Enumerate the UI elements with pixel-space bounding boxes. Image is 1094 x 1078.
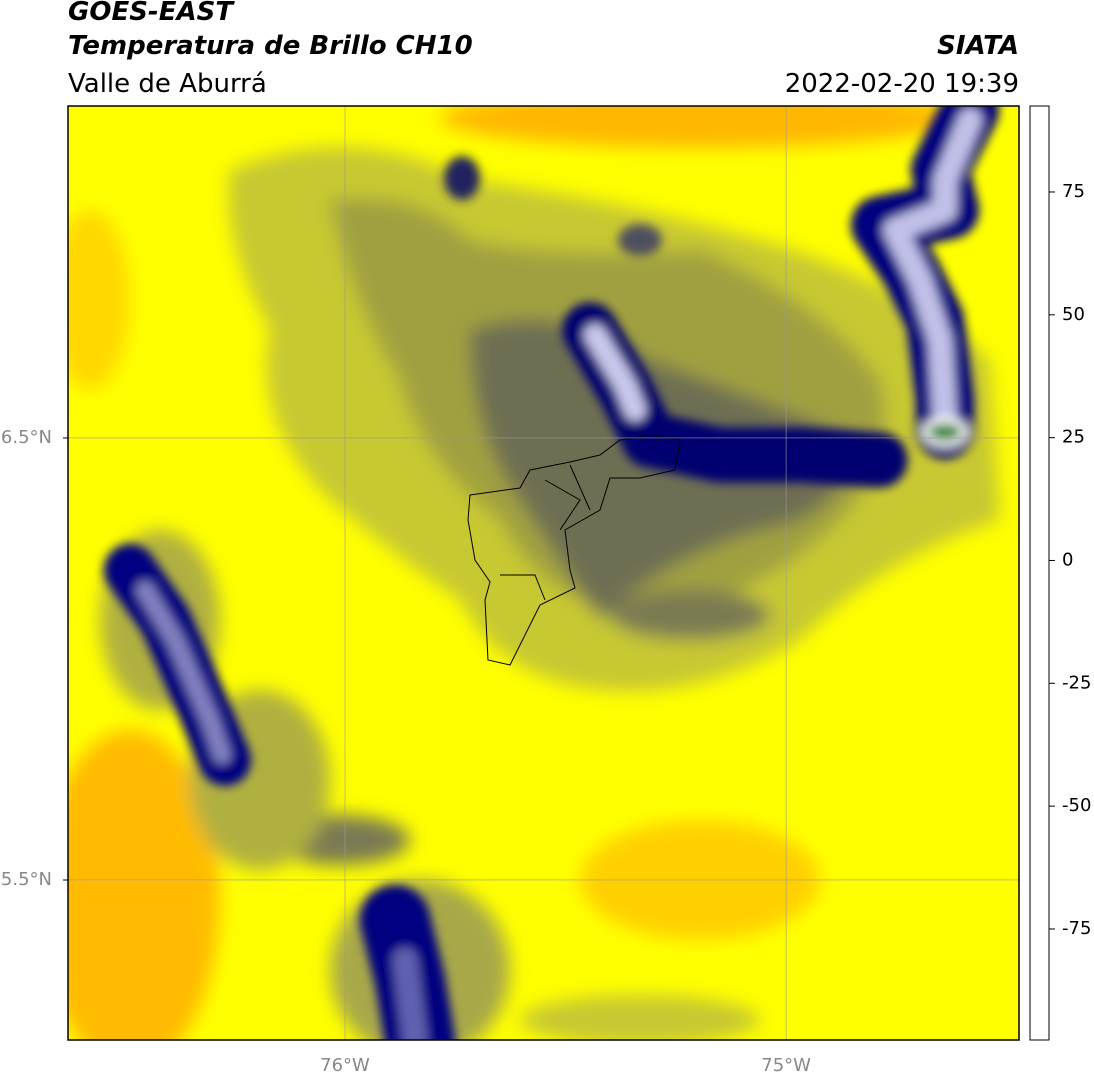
colorbar <box>1029 105 1050 1041</box>
region: Valle de Aburrá <box>68 69 267 99</box>
colorbar-tick-label: 0 <box>1062 549 1073 570</box>
graticule <box>68 106 1019 1040</box>
colorbar-tick-label: -25 <box>1062 672 1091 693</box>
agency: SIATA <box>937 31 1019 61</box>
colorbar-tick-label: 50 <box>1062 304 1085 325</box>
lat-label: 6.5°N <box>1 427 52 448</box>
datetime: 2022-02-20 19:39 <box>785 69 1019 99</box>
colorbar-tick-label: 75 <box>1062 181 1085 202</box>
source-title: GOES-EAST <box>68 0 235 27</box>
colorbar-tick-label: -50 <box>1062 795 1091 816</box>
satellite-image <box>68 106 1019 1040</box>
colorbar-tick-label: 25 <box>1062 427 1085 448</box>
map-frame <box>67 105 1020 1041</box>
lon-label: 76°W <box>320 1055 370 1076</box>
title: Temperatura de Brillo CH10 <box>68 31 473 61</box>
municipal-boundaries <box>467 434 681 666</box>
lat-label: 5.5°N <box>1 869 52 890</box>
colorbar-tick-label: -75 <box>1062 918 1091 939</box>
lon-label: 75°W <box>761 1055 811 1076</box>
